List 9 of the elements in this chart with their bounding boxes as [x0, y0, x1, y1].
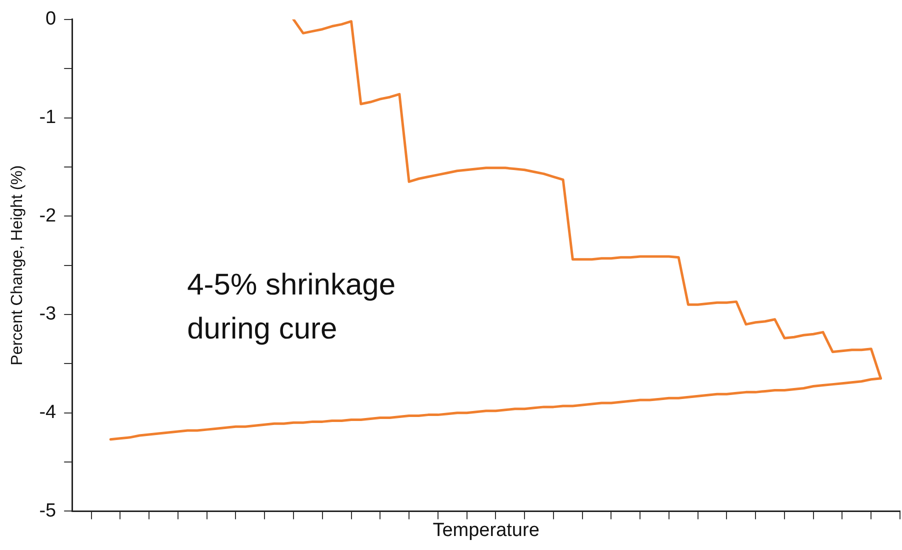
y-tick-label: -5 — [39, 500, 56, 522]
y-tick-label: -3 — [39, 304, 56, 325]
y-tick-label: -1 — [39, 106, 56, 128]
y-axis-title: Percent Change, Height (%) — [9, 165, 26, 366]
y-tick-label: -4 — [39, 402, 57, 424]
annotation: 4-5% shrinkage during cure — [187, 268, 396, 346]
y-tick-label: 0 — [46, 8, 56, 30]
x-axis-title: Temperature — [432, 520, 540, 541]
y-tick-label: -2 — [39, 205, 56, 226]
